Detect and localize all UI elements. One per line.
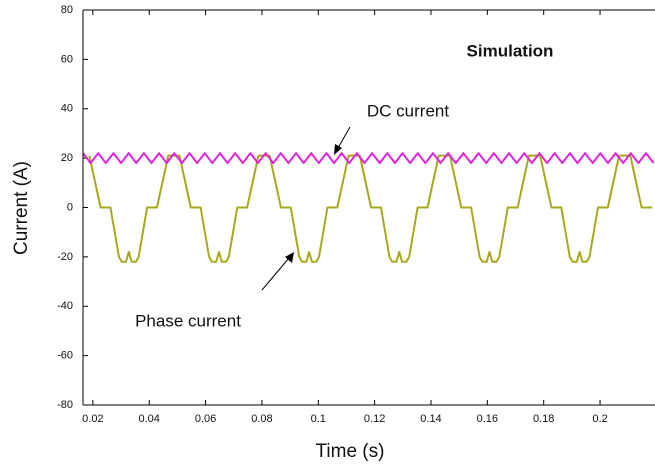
series-line [83,152,655,165]
x-axis-label: Time (s) [316,441,385,462]
x-tick-label: 0.16 [477,413,498,425]
y-tick-label: 20 [61,152,73,164]
y-tick-label: 40 [61,103,73,115]
series-line [88,154,653,263]
x-tick-label: 0.12 [364,413,385,425]
annotation: Simulation [467,41,554,60]
ticks: -80 -60 -40 -20 0 20 40 60 80 0.02 0.04 0.06 0.08 0.1… [57,4,608,425]
x-tick-label: 0.18 [533,413,554,425]
y-tick-label: 0 [67,201,73,213]
y-axis-label: Current (A) [11,161,32,255]
y-tick-label: 80 [61,4,73,16]
y-tick-label: -80 [57,399,73,411]
x-tick-label: 0.06 [195,413,216,425]
x-tick-label: 0.1 [311,413,326,425]
x-tick-label: 0.04 [139,413,160,425]
x-tick-label: 0.14 [420,413,441,425]
arrow [334,126,351,155]
annotation: DC current [367,101,449,120]
y-tick-label: -40 [57,300,73,312]
y-tick-label: 60 [61,53,73,65]
x-tick-label: 0.08 [251,413,272,425]
x-tick-label: 0.02 [82,413,103,425]
annotation: Phase current [135,311,241,330]
x-tick-label: 0.2 [592,413,607,425]
arrow [261,252,294,291]
plot-area [83,152,655,263]
y-tick-label: -20 [57,251,73,263]
y-tick-label: -60 [57,350,73,362]
